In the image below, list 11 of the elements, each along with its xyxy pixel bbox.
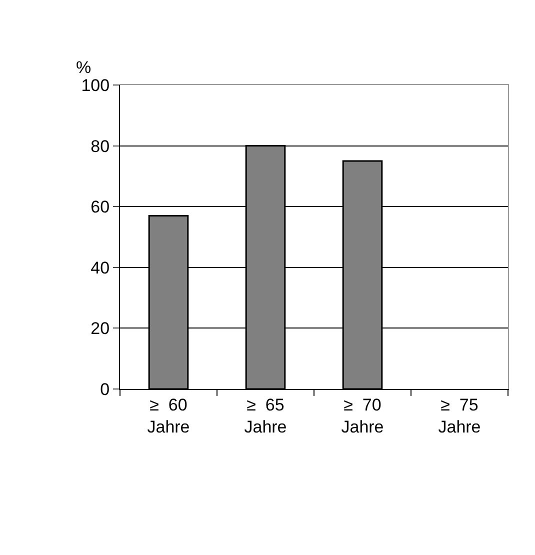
y-tick-label: 60	[90, 198, 110, 217]
x-tick-label: ≥ 70 Jahre	[341, 395, 384, 436]
y-axis-title: %	[76, 58, 92, 77]
y-tick-label: 80	[90, 136, 110, 156]
y-tick-label: 20	[90, 319, 110, 338]
y-tick-label: 40	[90, 258, 110, 278]
x-tick-label: ≥ 65 Jahre	[244, 395, 287, 436]
x-tick-label: ≥ 75 Jahre	[438, 395, 481, 436]
x-tick-label: ≥ 60 Jahre	[147, 395, 190, 436]
y-tick-label: 100	[81, 76, 110, 95]
y-tick-label: 0	[100, 380, 110, 399]
